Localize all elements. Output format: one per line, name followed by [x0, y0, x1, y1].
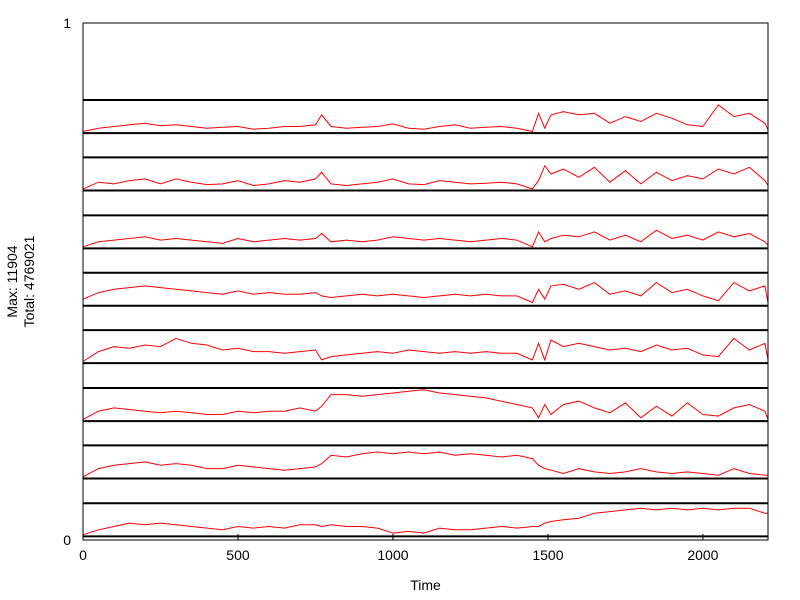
bands-layer — [83, 99, 768, 538]
series-line — [82, 229, 769, 248]
series-line — [82, 451, 768, 478]
series-line — [82, 164, 769, 190]
series-line — [82, 507, 768, 536]
y-tick-label: 1 — [63, 15, 71, 31]
series-line — [82, 281, 769, 304]
x-tick-label: 1500 — [532, 547, 563, 563]
x-tick-label: 2000 — [687, 547, 718, 563]
x-tick-label: 1000 — [377, 547, 408, 563]
series-line — [82, 337, 769, 362]
y-axis-label-line: Total: 4769021 — [21, 235, 37, 327]
series-layer — [82, 104, 769, 536]
y-axis-label-line: Max: 11904 — [4, 245, 20, 317]
y-axis-label-group: Max: 11904 Total: 4769021 — [4, 235, 37, 327]
ticks-layer: 0 500 1000 1500 2000 0 1 — [63, 15, 718, 563]
y-tick-label: 0 — [63, 532, 71, 548]
series-line — [82, 389, 769, 420]
x-tick-label: 500 — [226, 547, 250, 563]
series-line — [82, 104, 769, 133]
x-tick-label: 0 — [79, 547, 87, 563]
x-axis-label: Time — [410, 577, 441, 593]
plot-frame — [82, 22, 769, 541]
